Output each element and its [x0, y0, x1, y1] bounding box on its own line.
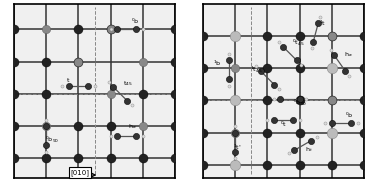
Text: $^1$t': $^1$t' [232, 142, 241, 152]
Text: t: t [67, 78, 70, 83]
Text: $^0$b$_{90}$: $^0$b$_{90}$ [45, 134, 59, 145]
Text: $^0$b: $^0$b [345, 111, 354, 120]
Text: h$_a$: h$_a$ [128, 122, 137, 131]
Text: $^0$b$_{90}$: $^0$b$_{90}$ [293, 97, 307, 108]
Text: t$_{45}$: t$_{45}$ [124, 79, 133, 88]
Text: $^1$t: $^1$t [319, 18, 326, 28]
Text: h$_a$: h$_a$ [344, 51, 352, 59]
Text: $^1$t$_{45}$: $^1$t$_{45}$ [250, 65, 262, 75]
Text: $^0$t$_{45}$: $^0$t$_{45}$ [291, 38, 304, 48]
Text: $^0$b: $^0$b [130, 16, 139, 26]
Text: $^1$b: $^1$b [213, 59, 222, 68]
Text: [010]: [010] [71, 169, 90, 176]
Text: $^0$t: $^0$t [280, 119, 287, 129]
Text: h$_t$: h$_t$ [305, 146, 313, 154]
